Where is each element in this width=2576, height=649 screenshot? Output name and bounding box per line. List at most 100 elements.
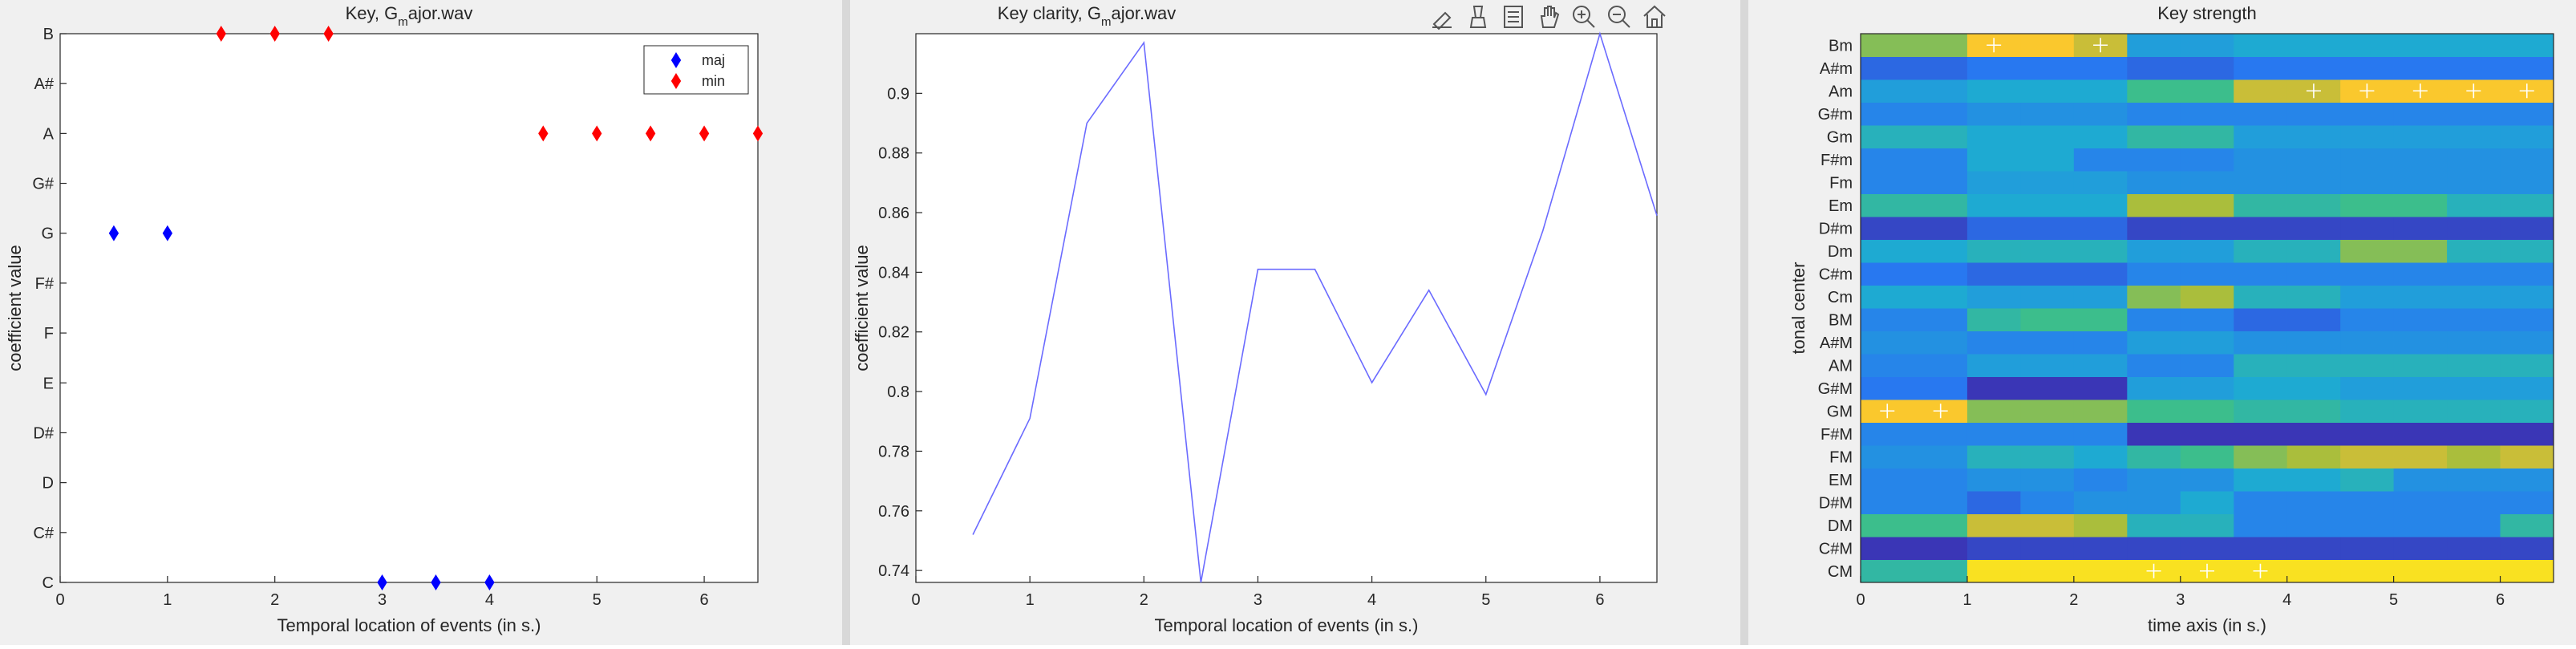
window-divider xyxy=(842,0,850,645)
heatmap-cell-Cm xyxy=(2234,285,2288,309)
x-axis-tick-label: 5 xyxy=(593,591,601,609)
y-axis-label: coefficient value xyxy=(5,245,25,371)
heatmap-cell-DM xyxy=(2393,513,2448,537)
heatmap-cell-D#m xyxy=(2020,217,2075,240)
y-axis-label: tonal center xyxy=(1788,262,1808,355)
heatmap-cell-DM xyxy=(2340,513,2395,537)
heatmap-cell-Em xyxy=(1966,193,2021,217)
heatmap-cell-G#M xyxy=(1966,376,2021,400)
figure-window-key-clarity: Key clarity, Gmajor.wav 0 1 2 3 4 5 6 0.74 0.76 0.… xyxy=(850,0,1740,645)
legend-icon[interactable] xyxy=(1498,2,1529,32)
y-tick-label: G#M xyxy=(1818,380,1853,398)
heatmap-cell-BM xyxy=(2393,308,2448,331)
max-marker xyxy=(1880,404,1895,419)
heatmap-cell-AM xyxy=(2127,354,2181,377)
y-tick-label: BM xyxy=(1829,311,1853,329)
heatmap-cell-C#m xyxy=(2393,262,2448,286)
y-tick-label: Am xyxy=(1829,83,1853,100)
heatmap-cell-D#m xyxy=(2393,217,2448,240)
pan-icon[interactable] xyxy=(1533,2,1564,32)
heatmap-cell-D#m xyxy=(2073,217,2128,240)
heatmap-cell-F#m xyxy=(2127,148,2181,172)
heatmap-cell-Dm xyxy=(1914,239,1968,263)
heatmap-cell-Dm xyxy=(2234,239,2288,263)
heatmap-cell-DM xyxy=(2073,513,2128,537)
heatmap-cell-FM xyxy=(2340,445,2395,468)
y-tick-label: G#m xyxy=(1818,106,1853,124)
heatmap-cell-G#m xyxy=(2500,102,2554,126)
heatmap-cell-D#M xyxy=(1914,491,1968,514)
x-axis-tick-label: 5 xyxy=(1481,591,1490,609)
heatmap-cell-C#m xyxy=(1914,262,1968,286)
heatmap-cell-Fm xyxy=(2073,171,2128,194)
heatmap-cell-AM xyxy=(2447,354,2501,377)
heatmap-cell-F#M xyxy=(1914,422,1968,446)
heatmap-cell-A#M xyxy=(2127,331,2181,355)
data-point-min xyxy=(216,26,226,42)
heatmap-cell-Gm xyxy=(2393,125,2448,148)
heatmap-cell-G#M xyxy=(2020,376,2075,400)
heatmap-cell-A#M xyxy=(2500,331,2554,355)
heatmap-cell-A#m xyxy=(2393,56,2448,80)
heatmap-cell-D#M xyxy=(1966,491,2021,514)
zoom-in-icon[interactable] xyxy=(1569,2,1599,32)
zoom-out-icon[interactable] xyxy=(1604,2,1634,32)
figure-window-key: Key, Gmajor.wav 0 1 2 3 4 5 6 C C# D D# E F F# G G# A A# B T… xyxy=(0,0,842,645)
heatmap-cell-D#m xyxy=(2340,217,2395,240)
x-axis-tick-label: 3 xyxy=(2176,591,2185,609)
y-tick-label: Gm xyxy=(1827,128,1853,146)
heatmap-cell-BM xyxy=(2500,308,2554,331)
y-tick-label: 0.86 xyxy=(878,205,909,222)
heatmap-cell-F#m xyxy=(2447,148,2501,172)
heatmap-cell-G#m xyxy=(2180,102,2234,126)
plot-area xyxy=(59,33,759,583)
heatmap-cell-DM xyxy=(2180,513,2234,537)
chart-title: Key strength xyxy=(2157,3,2257,23)
heatmap-cell-Fm xyxy=(2447,171,2501,194)
heatmap-cell-Dm xyxy=(2447,239,2501,263)
heatmap-cell-F#M xyxy=(2127,422,2181,446)
heatmap-cell-FM xyxy=(1914,445,1968,468)
data-tip-icon[interactable] xyxy=(1428,2,1458,32)
heatmap-cell-Fm xyxy=(2020,171,2075,194)
heatmap-cell-C#m xyxy=(2447,262,2501,286)
heatmap-cell-Em xyxy=(2393,193,2448,217)
heatmap-cell-D#m xyxy=(2127,217,2181,240)
heatmap-cell-F#m xyxy=(2020,148,2075,172)
heatmap-cell-Bm xyxy=(2234,34,2288,57)
heatmap-cell-D#M xyxy=(2127,491,2181,514)
y-tick-label: FM xyxy=(1829,448,1853,466)
heatmap-cell-Bm xyxy=(2500,34,2554,57)
heatmap-cell-AM xyxy=(1861,354,1914,377)
heatmap-cell-EM xyxy=(2180,468,2234,492)
legend-label: maj xyxy=(702,52,725,68)
y-tick-label: A#m xyxy=(1820,60,1853,78)
key-chart: Key, Gmajor.wav 0 1 2 3 4 5 6 C C# D D# E F F# G G# A A# B T… xyxy=(5,3,763,635)
heatmap-cell-C#m xyxy=(1966,262,2021,286)
heatmap-cell-A#M xyxy=(2340,331,2395,355)
heatmap-cell-FM xyxy=(2020,445,2075,468)
y-tick-label: Em xyxy=(1829,197,1853,215)
heatmap-cell-Fm xyxy=(2180,171,2234,194)
heatmap-cell-A#m xyxy=(2020,56,2075,80)
heatmap-cell-FM xyxy=(2234,445,2288,468)
y-tick-label: 0.74 xyxy=(878,562,909,580)
x-axis-tick-label: 4 xyxy=(1367,591,1376,609)
plot-area xyxy=(1860,33,2554,583)
heatmap-cell-CM xyxy=(2340,559,2395,583)
home-icon[interactable] xyxy=(1639,2,1670,32)
heatmap-cell-G#M xyxy=(2500,376,2554,400)
heatmap-cell-Dm xyxy=(2020,239,2075,263)
x-axis-tick-label: 2 xyxy=(2069,591,2078,609)
heatmap-cell-F#m xyxy=(2393,148,2448,172)
heatmap-cell-Fm xyxy=(2500,171,2554,194)
heatmap-cell-DM xyxy=(2500,513,2554,537)
heatmap-cell-GM xyxy=(2393,400,2448,423)
heatmap-cell-CM xyxy=(1861,559,1914,583)
heatmap-cell-FM xyxy=(2180,445,2234,468)
heatmap-cell-BM xyxy=(2447,308,2501,331)
x-axis-label: Temporal location of events (in s.) xyxy=(1155,615,1419,635)
brush-icon[interactable] xyxy=(1463,2,1493,32)
heatmap-cell-Em xyxy=(2447,193,2501,217)
heatmap-cell-G#M xyxy=(1914,376,1968,400)
